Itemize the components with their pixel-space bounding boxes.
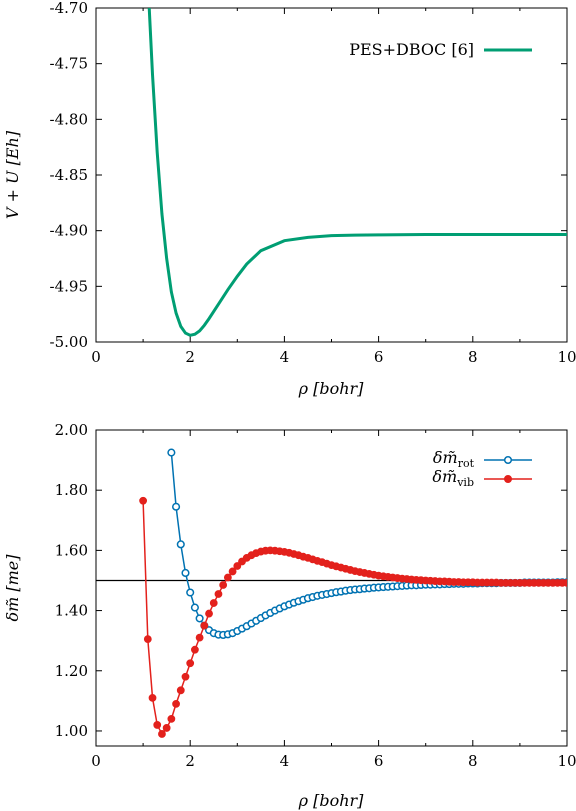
top-x-ticks: 0 2 4 6 8 10 [91, 8, 576, 366]
x-tick-label: 10 [557, 752, 576, 770]
data-point [176, 686, 185, 695]
top-x-axis-label: ρ [bohr] [298, 379, 365, 398]
data-point [162, 724, 171, 732]
data-point [167, 715, 176, 723]
bottom-y-ticks: 2.00 1.80 1.60 1.40 1.20 1.00 [55, 421, 567, 740]
y-tick-label: -4.70 [50, 0, 88, 17]
series-line-pes-dboc [147, 8, 567, 337]
bottom-plot-frame [95, 429, 568, 747]
data-point [186, 659, 195, 668]
y-tick-label: 1.00 [55, 722, 88, 740]
data-point [195, 614, 204, 623]
data-point [181, 568, 190, 578]
y-tick-label: -4.95 [50, 277, 88, 295]
series-line-vib [142, 500, 567, 736]
series-points-vib [139, 496, 567, 738]
data-point [158, 730, 166, 738]
top-y-ticks: -4.70 -4.75 -4.80 -4.85 -4.90 -4.95 -5.00 [50, 0, 567, 351]
top-legend: PES+DBOC [6] [349, 40, 532, 59]
x-tick-label: 4 [280, 348, 290, 366]
data-point [223, 573, 232, 582]
legend-label-vib: δm̃vib [432, 467, 474, 489]
data-point [563, 578, 567, 587]
data-point [209, 599, 218, 607]
data-point [176, 540, 185, 549]
data-point [148, 693, 157, 702]
y-tick-label: -4.75 [50, 55, 88, 73]
bottom-y-axis-label: δm̃ [me] [3, 554, 22, 622]
top-plot-frame [95, 7, 568, 343]
x-tick-label: 6 [374, 348, 384, 366]
x-tick-label: 0 [91, 348, 101, 366]
data-point [214, 590, 223, 598]
data-point [200, 621, 209, 630]
data-point [186, 588, 195, 597]
y-tick-label: 2.00 [55, 421, 88, 439]
y-tick-label: 1.40 [55, 602, 88, 620]
bottom-legend: δm̃rot δm̃vib [432, 448, 532, 489]
y-tick-label: -4.85 [50, 166, 88, 184]
x-tick-label: 4 [280, 752, 290, 770]
bottom-plot-panel: 0 2 4 6 8 10 2.00 1.80 1.60 1.40 1.20 1.00 ρ [bohr… [3, 421, 576, 810]
data-point [219, 581, 228, 589]
top-y-axis-label: V + U [Eh] [3, 130, 22, 219]
x-tick-label: 0 [91, 752, 101, 770]
x-tick-label: 2 [185, 348, 195, 366]
data-point [205, 609, 213, 618]
data-point [181, 672, 190, 681]
data-point [233, 562, 242, 570]
data-point [172, 699, 180, 708]
data-point [143, 635, 152, 644]
x-tick-label: 8 [468, 348, 478, 366]
data-point [228, 567, 237, 576]
legend-label-pes-dboc: PES+DBOC [6] [349, 40, 474, 59]
x-tick-label: 10 [557, 348, 576, 366]
y-tick-label: 1.60 [55, 541, 88, 559]
data-point [172, 502, 181, 511]
bottom-x-axis-label: ρ [bohr] [298, 791, 365, 810]
data-point [191, 645, 199, 654]
data-point [195, 633, 204, 642]
x-tick-label: 8 [468, 752, 478, 770]
legend-marker-vib [504, 475, 512, 483]
y-tick-label: -5.00 [50, 333, 88, 351]
y-tick-label: 1.20 [55, 662, 88, 680]
y-tick-label: -4.90 [50, 222, 88, 240]
legend-label-rot: δm̃rot [433, 448, 475, 470]
data-point [190, 603, 199, 612]
x-tick-label: 6 [374, 752, 384, 770]
x-tick-label: 2 [185, 752, 195, 770]
data-point [167, 448, 176, 457]
y-tick-label: -4.80 [50, 110, 88, 128]
bottom-x-ticks: 0 2 4 6 8 10 [91, 430, 576, 770]
top-plot-panel: 0 2 4 6 8 10 -4.70 -4.75 -4.80 -4.85 -4.90 -4.95 -5… [3, 0, 576, 398]
data-point [153, 721, 162, 729]
y-tick-label: 1.80 [55, 481, 88, 499]
data-point [139, 496, 148, 505]
legend-marker-rot [503, 455, 513, 465]
